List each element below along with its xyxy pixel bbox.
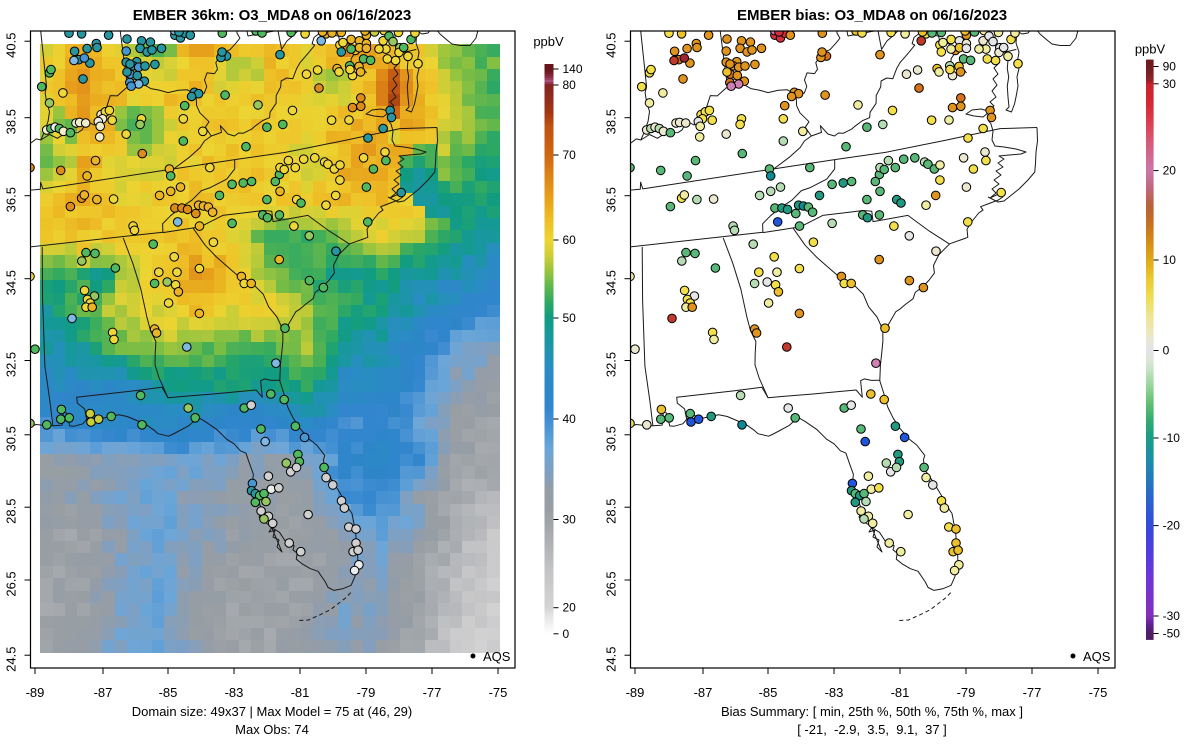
- svg-text:10: 10: [1163, 253, 1177, 267]
- svg-text:-81: -81: [291, 685, 310, 700]
- svg-text:-89: -89: [626, 685, 645, 700]
- svg-text:-30: -30: [1163, 609, 1181, 623]
- svg-text:30: 30: [563, 513, 577, 527]
- svg-text:Domain size: 49x37 | Max Model: Domain size: 49x37 | Max Model = 75 at (…: [132, 704, 413, 719]
- svg-text:0: 0: [563, 627, 570, 641]
- svg-text:-77: -77: [1023, 685, 1042, 700]
- svg-text:28.5: 28.5: [4, 499, 19, 524]
- svg-text:30: 30: [1163, 77, 1177, 91]
- svg-text:36.5: 36.5: [4, 187, 19, 212]
- svg-text:28.5: 28.5: [604, 499, 619, 524]
- svg-text:-20: -20: [1163, 519, 1181, 533]
- svg-text:36.5: 36.5: [604, 187, 619, 212]
- svg-text:40.5: 40.5: [4, 33, 19, 58]
- svg-text:0: 0: [1163, 344, 1170, 358]
- svg-text:EMBER 36km: O3_MDA8 on 06/16/2: EMBER 36km: O3_MDA8 on 06/16/2023: [133, 7, 411, 24]
- svg-text:[ -21, -2.9, 3.5, 9.1, 37: [ -21, -2.9, 3.5, 9.1, 37 ]: [797, 722, 947, 737]
- svg-text:90: 90: [1163, 60, 1177, 74]
- svg-text:60: 60: [563, 233, 577, 247]
- svg-text:ppbV: ppbV: [533, 34, 564, 49]
- svg-text:-75: -75: [489, 685, 508, 700]
- svg-text:AQS: AQS: [483, 649, 511, 664]
- svg-text:-83: -83: [825, 685, 844, 700]
- svg-text:50: 50: [563, 311, 577, 325]
- svg-text:-79: -79: [957, 685, 976, 700]
- svg-text:-87: -87: [94, 685, 113, 700]
- svg-text:-79: -79: [357, 685, 376, 700]
- svg-text:Bias Summary: [ min, 25th %, 5: Bias Summary: [ min, 25th %, 50th %, 75t…: [721, 704, 1023, 719]
- svg-text:-81: -81: [891, 685, 910, 700]
- svg-text:40.5: 40.5: [604, 33, 619, 58]
- svg-text:-87: -87: [694, 685, 713, 700]
- svg-text:-77: -77: [423, 685, 442, 700]
- svg-text:34.5: 34.5: [4, 270, 19, 295]
- svg-text:80: 80: [563, 78, 577, 92]
- svg-text:38.5: 38.5: [604, 109, 619, 134]
- svg-text:24.5: 24.5: [604, 647, 619, 672]
- svg-text:24.5: 24.5: [4, 647, 19, 672]
- svg-text:-85: -85: [759, 685, 778, 700]
- svg-text:26.5: 26.5: [4, 571, 19, 596]
- svg-text:-10: -10: [1163, 431, 1181, 445]
- svg-text:ppbV: ppbV: [1135, 42, 1166, 57]
- svg-text:26.5: 26.5: [604, 571, 619, 596]
- svg-text:-75: -75: [1089, 685, 1108, 700]
- svg-text:20: 20: [1163, 164, 1177, 178]
- svg-text:Max Obs: 74: Max Obs: 74: [235, 722, 309, 737]
- svg-text:-85: -85: [159, 685, 178, 700]
- svg-text:140: 140: [563, 62, 583, 76]
- svg-text:38.5: 38.5: [4, 109, 19, 134]
- svg-text:AQS: AQS: [1083, 649, 1111, 664]
- svg-text:30.5: 30.5: [604, 426, 619, 451]
- svg-text:32.5: 32.5: [604, 352, 619, 377]
- svg-text:-50: -50: [1163, 627, 1181, 641]
- svg-text:30.5: 30.5: [4, 426, 19, 451]
- svg-text:20: 20: [563, 601, 577, 615]
- svg-text:-89: -89: [26, 685, 45, 700]
- svg-text:70: 70: [563, 148, 577, 162]
- svg-text:34.5: 34.5: [604, 270, 619, 295]
- svg-text:-83: -83: [225, 685, 244, 700]
- svg-text:EMBER bias: O3_MDA8 on 06/16/2: EMBER bias: O3_MDA8 on 06/16/2023: [737, 7, 1007, 24]
- svg-text:32.5: 32.5: [4, 352, 19, 377]
- svg-text:40: 40: [563, 412, 577, 426]
